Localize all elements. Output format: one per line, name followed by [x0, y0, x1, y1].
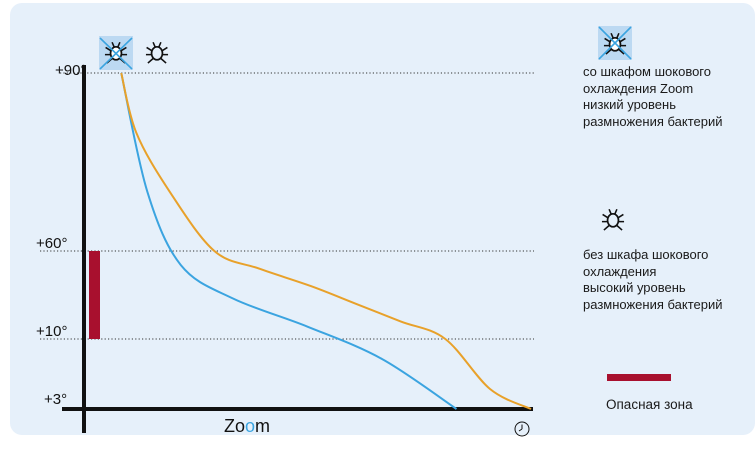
legend-text-without-zoom: без шкафа шокового охлаждения высокий ур… [583, 247, 723, 313]
x-axis-label-part: o [245, 416, 255, 436]
legend-line: высокий уровень [583, 280, 686, 295]
series-line-1 [120, 72, 458, 410]
bacteria-crossed-icon [99, 36, 133, 70]
y-tick-label: +3° [44, 391, 67, 408]
clock-icon [514, 421, 530, 437]
legend-line: со шкафом шокового [583, 64, 711, 79]
danger-zone-swatch [607, 374, 671, 381]
legend-line: охлаждения [583, 263, 657, 279]
chart-panel [10, 3, 755, 435]
legend-line: размножения бактерий [583, 113, 723, 129]
legend-line: охлаждения Zoom [583, 80, 694, 96]
series-line-2 [120, 72, 532, 410]
legend-text-danger: Опасная зона [606, 397, 693, 414]
y-tick-label: +90° [55, 62, 86, 79]
y-tick-label: +10° [36, 323, 67, 340]
x-axis-label-part: m [255, 416, 270, 436]
legend-line: без шкафа шокового [583, 247, 709, 262]
x-axis-label: Zoom [224, 416, 270, 436]
danger-zone-bar [89, 251, 100, 339]
bacteria-crossed-icon [598, 26, 632, 60]
x-axis-label-part: Zo [224, 416, 245, 436]
bacteria-icon [601, 208, 625, 231]
y-tick-label: +60° [36, 235, 67, 252]
bacteria-icon [145, 41, 169, 64]
legend-line: Опасная зона [606, 397, 693, 412]
legend-line: низкий уровень [583, 97, 676, 112]
legend-text-with-zoom: со шкафом шокового охлаждения Zoom низки… [583, 64, 723, 130]
legend-line: размножения бактерий [583, 296, 723, 312]
